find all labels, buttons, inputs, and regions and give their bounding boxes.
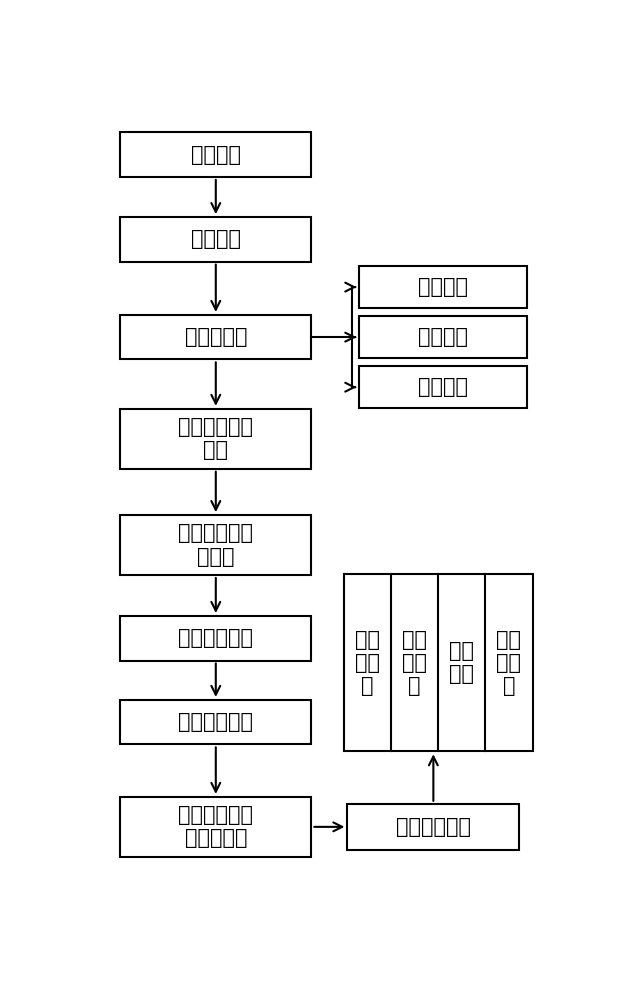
FancyBboxPatch shape [120,700,312,744]
Text: 齿廓边缘亚像
素定位: 齿廓边缘亚像 素定位 [178,523,254,567]
FancyBboxPatch shape [359,316,527,358]
Text: 齿轮
模数: 齿轮 模数 [449,641,474,684]
FancyBboxPatch shape [120,515,312,575]
FancyBboxPatch shape [120,217,312,262]
Text: 齿廓局部边缘
提取: 齿廓局部边缘 提取 [178,417,254,460]
Text: 像素当量标定: 像素当量标定 [396,817,471,837]
FancyBboxPatch shape [120,132,312,177]
Text: 关键角点提取: 关键角点提取 [178,628,254,648]
Text: 阈値分割: 阈値分割 [418,377,468,397]
Text: 图片采集: 图片采集 [191,229,241,249]
FancyBboxPatch shape [120,315,312,359]
FancyBboxPatch shape [359,266,527,308]
FancyBboxPatch shape [359,366,527,408]
Text: 齿根
圆半
径: 齿根 圆半 径 [355,630,380,696]
Text: 图像滤波: 图像滤波 [418,327,468,347]
Text: 奚变矫正: 奚变矫正 [418,277,468,297]
Text: 齿根圆和齿顶
圆像素半径: 齿根圆和齿顶 圆像素半径 [178,805,254,848]
FancyBboxPatch shape [344,574,532,751]
Text: 分度
圆半
径: 分度 圆半 径 [497,630,521,696]
FancyBboxPatch shape [120,409,312,469]
FancyBboxPatch shape [120,616,312,661]
Text: 图像预处理: 图像预处理 [184,327,247,347]
Text: 相机标定: 相机标定 [191,145,241,165]
FancyBboxPatch shape [120,797,312,857]
Text: 齿廓中心定位: 齿廓中心定位 [178,712,254,732]
Text: 齿顶
圆半
径: 齿顶 圆半 径 [402,630,427,696]
FancyBboxPatch shape [347,804,520,850]
